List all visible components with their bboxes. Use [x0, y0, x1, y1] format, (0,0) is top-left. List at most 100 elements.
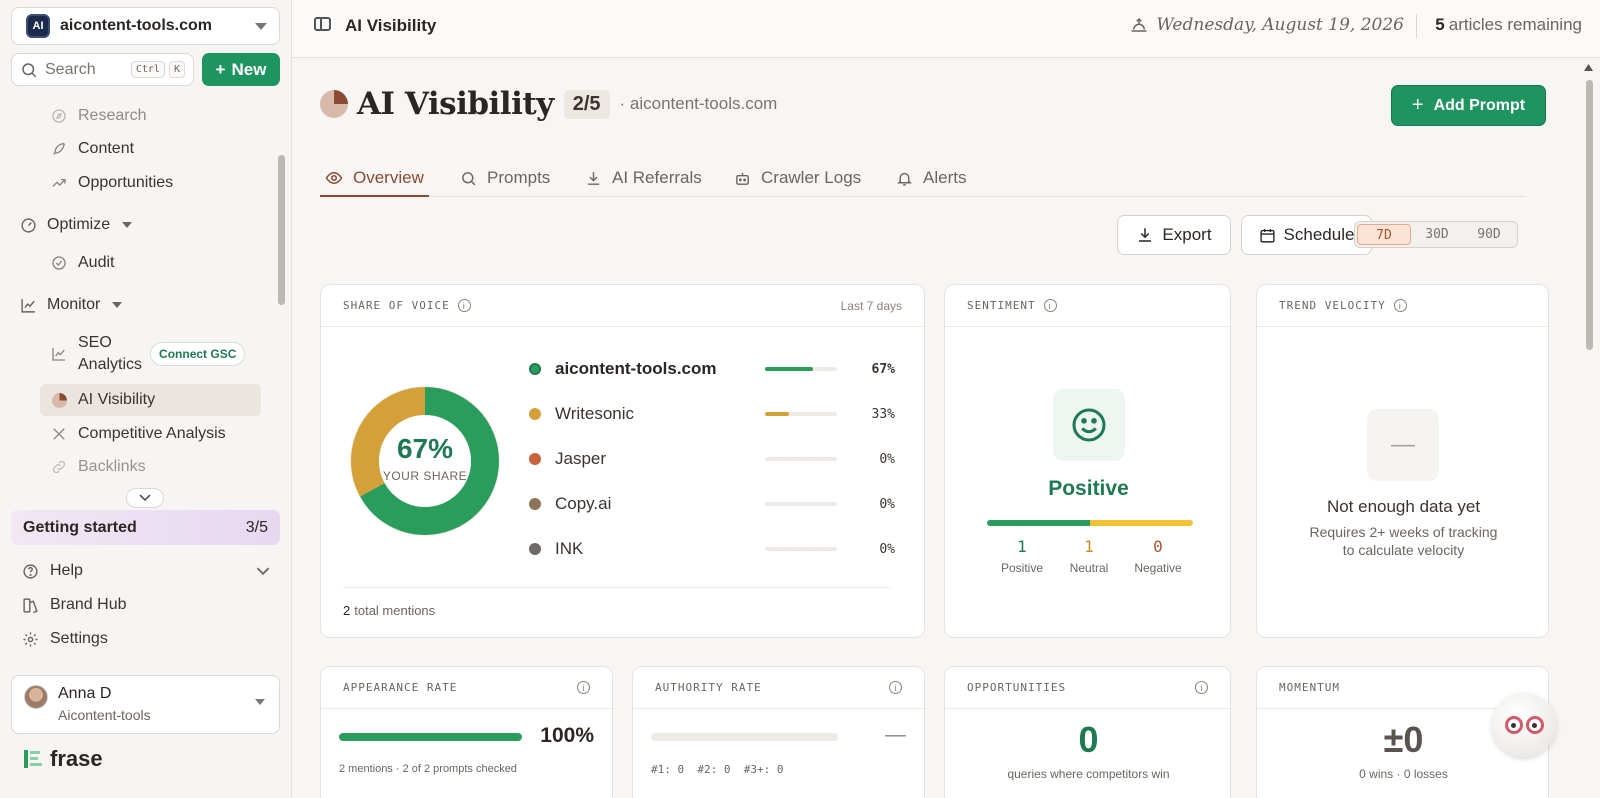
kbd-k: K — [168, 61, 185, 78]
audit-check-icon — [50, 254, 68, 272]
workspace-logo: AI — [26, 14, 50, 38]
download-icon — [585, 170, 602, 187]
new-button[interactable]: + New — [202, 53, 280, 86]
remaining-label: articles remaining — [1448, 15, 1582, 34]
sidebar-item-research[interactable]: Research — [40, 100, 261, 132]
negative-label: Negative — [1134, 561, 1182, 575]
authority-value: — — [885, 723, 906, 746]
gear-icon — [22, 631, 40, 648]
bot-icon — [734, 170, 751, 187]
export-button[interactable]: Export — [1117, 215, 1231, 255]
card-title: MOMENTUM — [1279, 681, 1340, 694]
sentiment-bar — [987, 520, 1193, 526]
empty-state-line1: Requires 2+ weeks of tracking — [1309, 524, 1498, 540]
sentiment-positive: 1 Positive — [987, 537, 1057, 575]
schedule-button[interactable]: Schedule — [1241, 215, 1372, 255]
total-mentions: 2 total mentions — [343, 603, 435, 618]
sidebar-item-label: Backlinks — [78, 458, 146, 475]
sidebar-item-backlinks[interactable]: Backlinks — [40, 451, 261, 483]
date-range-toggle: 7D 30D 90D — [1354, 221, 1518, 248]
main-scrollbar-thumb[interactable] — [1586, 80, 1593, 350]
prompt-ratio-badge: 2/5 — [563, 89, 610, 119]
settings-button[interactable]: Settings — [22, 624, 108, 654]
tab-prompts[interactable]: Prompts — [460, 160, 550, 196]
sidebar-item-opportunities[interactable]: Opportunities — [40, 167, 261, 199]
mascot-eye-icon — [1504, 716, 1523, 734]
plus-icon: + — [1411, 94, 1424, 116]
card-header: SENTIMENT i — [945, 285, 1230, 327]
help-icon — [22, 563, 40, 580]
sidebar-group-optimize[interactable]: Optimize — [20, 210, 133, 240]
sidebar-scrollbar[interactable] — [278, 155, 285, 305]
bell-icon — [896, 170, 913, 187]
sidebar-expand-button[interactable] — [126, 488, 164, 508]
sidebar-item-competitive-analysis[interactable]: Competitive Analysis — [40, 418, 261, 450]
brand-hub-button[interactable]: Brand Hub — [22, 590, 127, 620]
sidebar-item-audit[interactable]: Audit — [40, 247, 261, 279]
main-scrollbar[interactable] — [1582, 60, 1594, 798]
sidebar-item-seo-analytics[interactable]: SEO Analytics Connect GSC — [40, 332, 261, 376]
negative-count: 0 — [1153, 537, 1163, 556]
share-bar — [765, 412, 837, 416]
share-percent: 67% — [871, 361, 895, 377]
sidebar-item-label: Research — [78, 107, 147, 124]
info-icon[interactable]: i — [1393, 299, 1407, 312]
tab-alerts[interactable]: Alerts — [896, 160, 966, 196]
card-header: TREND VELOCITY i — [1257, 285, 1548, 327]
search-placeholder: Search — [45, 60, 96, 78]
share-percent: 0% — [879, 541, 895, 557]
sov-row: INK 0% — [529, 539, 895, 559]
tab-label: Alerts — [923, 168, 967, 187]
share-bar-fill — [765, 412, 789, 416]
share-percent: 33% — [871, 406, 895, 422]
info-icon[interactable]: i — [577, 681, 590, 694]
info-icon[interactable]: i — [889, 681, 902, 694]
range-30d[interactable]: 30D — [1425, 227, 1449, 242]
share-donut-chart — [350, 386, 500, 536]
sidebar-item-content[interactable]: Content — [40, 133, 261, 165]
scroll-up-arrow-icon[interactable] — [1584, 64, 1593, 71]
date-text: Wednesday, August 19, 2026 — [1156, 15, 1404, 35]
appearance-bar-fill — [339, 733, 522, 741]
sidebar-item-label: Opportunities — [78, 174, 174, 191]
card-title: AUTHORITY RATE — [655, 681, 762, 694]
sidebar-item-ai-visibility[interactable]: AI Visibility — [40, 384, 261, 416]
feather-icon — [50, 140, 68, 158]
workspace-switcher[interactable]: AI aicontent-tools.com — [11, 7, 280, 45]
search-input[interactable]: Search Ctrl K — [11, 53, 194, 86]
tab-ai-referrals[interactable]: AI Referrals — [585, 160, 702, 196]
connect-gsc-button[interactable]: Connect GSC — [150, 342, 246, 366]
info-icon[interactable]: i — [457, 299, 471, 312]
export-label: Export — [1162, 225, 1212, 244]
authority-rate-card: AUTHORITY RATE i — #1: 0 #2: 0 #3+: 0 — [632, 666, 925, 798]
sov-row: Copy.ai 0% — [529, 494, 895, 514]
kbd-ctrl: Ctrl — [130, 61, 165, 78]
range-90d[interactable]: 90D — [1477, 227, 1501, 242]
share-bar — [765, 547, 837, 551]
positive-label: Positive — [1000, 561, 1044, 575]
getting-started-button[interactable]: Getting started 3/5 — [11, 510, 280, 545]
download-icon — [1139, 228, 1152, 242]
sidebar-item-label: Audit — [78, 254, 115, 271]
main-content: AI Visibility 2/5 · aicontent-tools.com … — [292, 58, 1572, 798]
info-icon[interactable]: i — [1195, 681, 1208, 694]
sidebar: AI aicontent-tools.com Search Ctrl K + N… — [0, 0, 292, 798]
assistant-mascot-button[interactable] — [1492, 693, 1556, 757]
sidebar-item-label: SEO Analytics — [78, 332, 142, 376]
sidebar-toggle-icon[interactable] — [314, 17, 331, 31]
range-7d[interactable]: 7D — [1357, 224, 1411, 245]
card-title: SHARE OF VOICE i — [343, 299, 471, 312]
sidebar-group-monitor[interactable]: Monitor — [20, 290, 123, 320]
user-menu[interactable]: Anna D Aicontent-tools — [11, 675, 280, 734]
brand-hub-icon — [22, 597, 40, 614]
seo-label-line1: SEO — [78, 334, 112, 351]
card-title: APPEARANCE RATE — [343, 681, 458, 694]
tab-overview[interactable]: Overview — [320, 160, 429, 197]
page-header: AI Visibility 2/5 · aicontent-tools.com — [320, 86, 777, 122]
add-prompt-button[interactable]: + Add Prompt — [1391, 85, 1546, 126]
help-button[interactable]: Help — [22, 556, 270, 586]
authority-bar — [651, 733, 838, 741]
info-icon[interactable]: i — [1043, 299, 1057, 312]
empty-state-icon: — — [1367, 409, 1439, 481]
tab-crawler-logs[interactable]: Crawler Logs — [734, 160, 861, 196]
